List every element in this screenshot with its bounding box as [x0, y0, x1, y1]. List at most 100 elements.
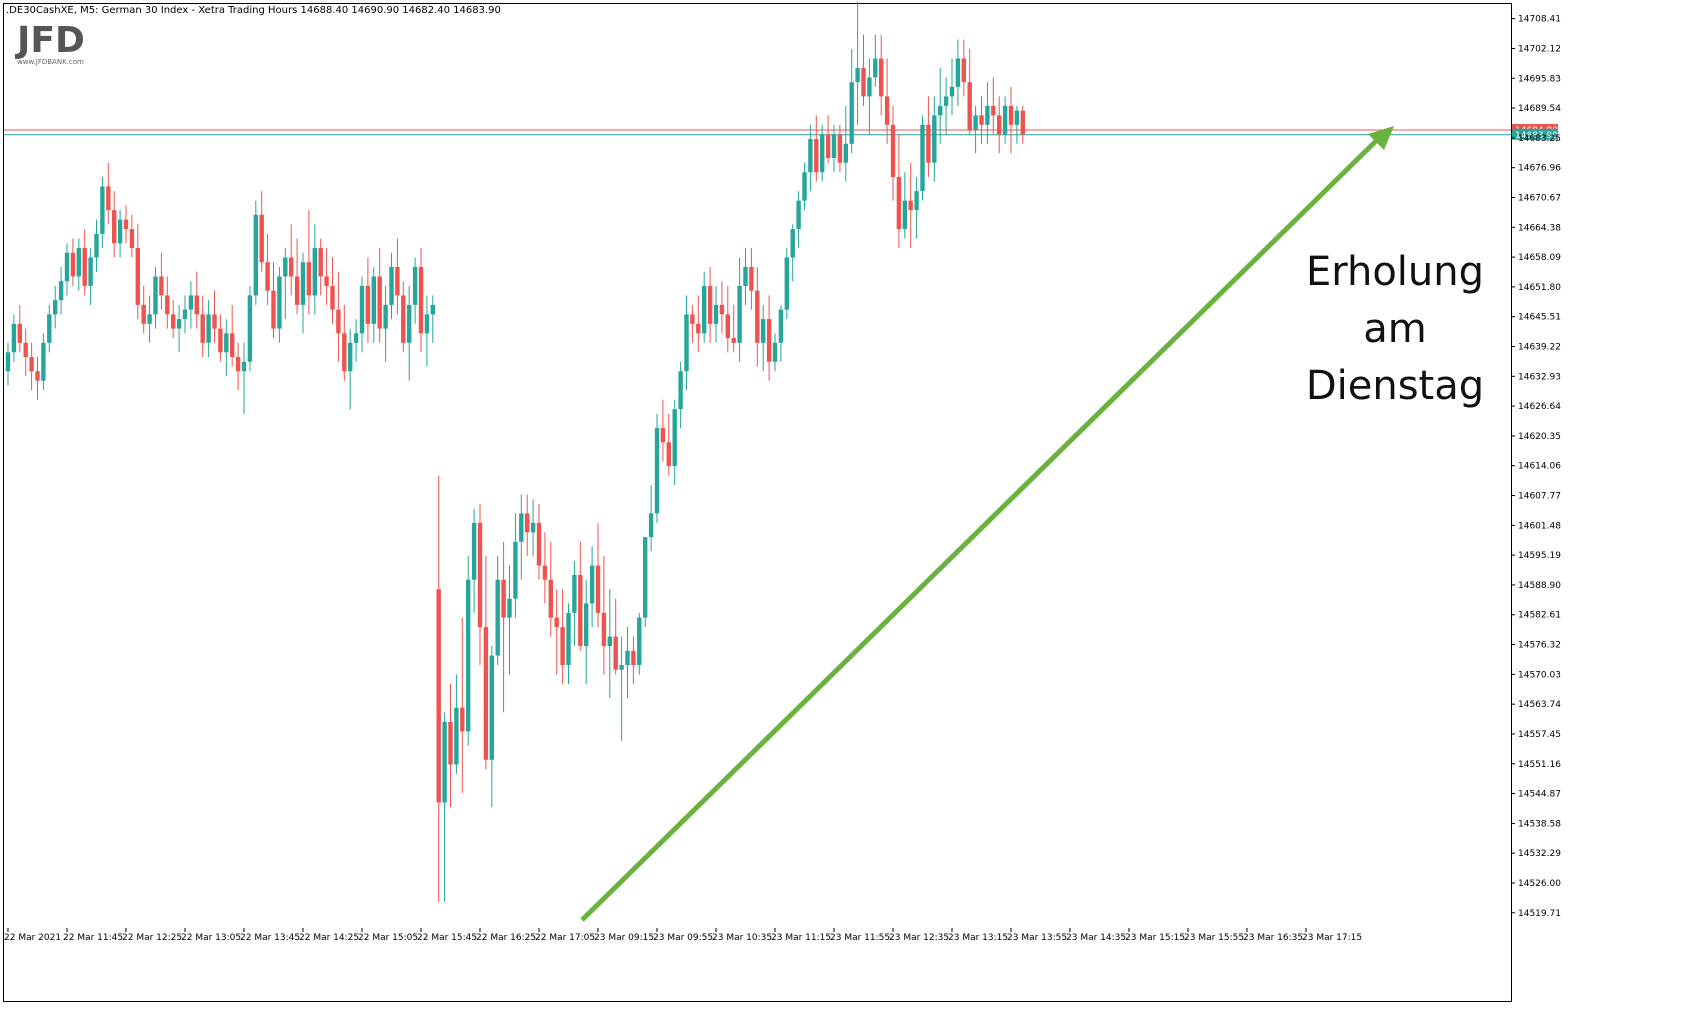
candle: [53, 285, 58, 329]
candle-body: [991, 105, 996, 116]
candle-body: [294, 276, 300, 305]
candle-body: [766, 319, 772, 362]
candle-body: [938, 105, 943, 116]
candle: [424, 295, 430, 367]
y-tick-label: 14658.09: [1518, 253, 1561, 263]
candle: [755, 266, 760, 367]
y-tick-label: 14563.74: [1518, 700, 1561, 710]
x-tick-label: 23 Mar 09:55: [653, 933, 713, 943]
candle: [141, 285, 146, 334]
candle: [5, 342, 11, 386]
candle-body: [643, 537, 648, 618]
candle-body: [778, 309, 784, 343]
candle: [902, 172, 907, 239]
candle: [967, 49, 972, 135]
candle-body: [890, 124, 896, 177]
candle-body: [619, 665, 624, 670]
candle: [530, 499, 536, 557]
candle-body: [112, 210, 117, 244]
candle: [654, 413, 660, 523]
y-tick-label: 14614.06: [1518, 462, 1561, 472]
candle-body: [530, 522, 536, 533]
candle: [879, 34, 884, 116]
candle-body: [843, 143, 848, 163]
candle-body: [188, 295, 194, 310]
candle: [241, 342, 247, 414]
candle: [294, 238, 300, 315]
candle-body: [1020, 110, 1025, 135]
candle: [11, 314, 17, 362]
candle-body: [654, 428, 660, 514]
candle: [448, 683, 453, 808]
candle: [283, 248, 288, 320]
candle: [277, 266, 282, 343]
y-tick-label: 14702.12: [1518, 44, 1561, 54]
price-lines: 14684.9014683.90: [4, 124, 1558, 141]
candle-body: [442, 721, 447, 803]
candle-body: [672, 409, 677, 466]
candle: [1002, 96, 1008, 144]
x-tick-label: 23 Mar 10:35: [712, 933, 772, 943]
candle: [802, 162, 807, 211]
candle: [648, 484, 654, 552]
candle: [230, 304, 235, 367]
candle: [843, 105, 848, 182]
y-tick-label: 14664.38: [1518, 223, 1561, 233]
candle-body: [377, 276, 382, 329]
candle: [289, 224, 294, 296]
chart-frame: [3, 3, 1512, 1002]
candle-body: [690, 314, 695, 324]
candle-body: [814, 139, 819, 173]
candle: [94, 219, 99, 272]
candle: [442, 712, 447, 902]
candle-body: [684, 314, 689, 372]
candle-body: [784, 257, 789, 310]
candle: [914, 176, 919, 239]
candle-body: [613, 636, 618, 670]
candle: [247, 285, 253, 372]
candle-body: [342, 333, 347, 372]
candle-body: [973, 115, 978, 130]
candle: [23, 328, 28, 376]
candle-body: [365, 285, 371, 324]
price-axis[interactable]: 14708.41 14702.12 14695.83 14689.54 14683.25…: [1511, 15, 1561, 919]
candle-body: [289, 257, 294, 277]
candle: [938, 67, 943, 144]
candle: [595, 522, 601, 628]
candle-body: [448, 721, 453, 765]
candle-body: [265, 262, 270, 291]
candle: [861, 34, 866, 106]
candle-body: [29, 357, 34, 372]
candle: [383, 285, 388, 362]
candle: [271, 262, 276, 339]
candle: [70, 238, 76, 286]
candle-body: [235, 357, 241, 372]
candle: [784, 248, 789, 320]
y-tick-label: 14601.48: [1518, 521, 1561, 531]
x-tick-label: 23 Mar 11:55: [830, 933, 890, 943]
candle-body: [353, 333, 359, 343]
candle-body: [123, 219, 129, 230]
candle-body: [218, 328, 223, 353]
candle-body: [1014, 110, 1020, 125]
candle: [743, 248, 748, 305]
candle-body: [519, 513, 524, 542]
candle-body: [395, 266, 400, 296]
candle: [725, 285, 730, 353]
candle: [330, 257, 335, 324]
candle: [566, 603, 571, 684]
candle-body: [141, 304, 146, 324]
y-tick-label: 14639.22: [1518, 342, 1561, 352]
candle-body: [542, 565, 548, 580]
y-tick-label: 14695.83: [1518, 74, 1561, 84]
candle: [737, 257, 742, 362]
candle-body: [483, 627, 489, 760]
candle: [501, 541, 506, 713]
candle-body: [259, 214, 264, 263]
candle-body: [11, 323, 17, 353]
candle: [165, 276, 170, 329]
annotation: Erholung am Dienstag: [1306, 249, 1484, 409]
candle-body: [790, 229, 795, 258]
